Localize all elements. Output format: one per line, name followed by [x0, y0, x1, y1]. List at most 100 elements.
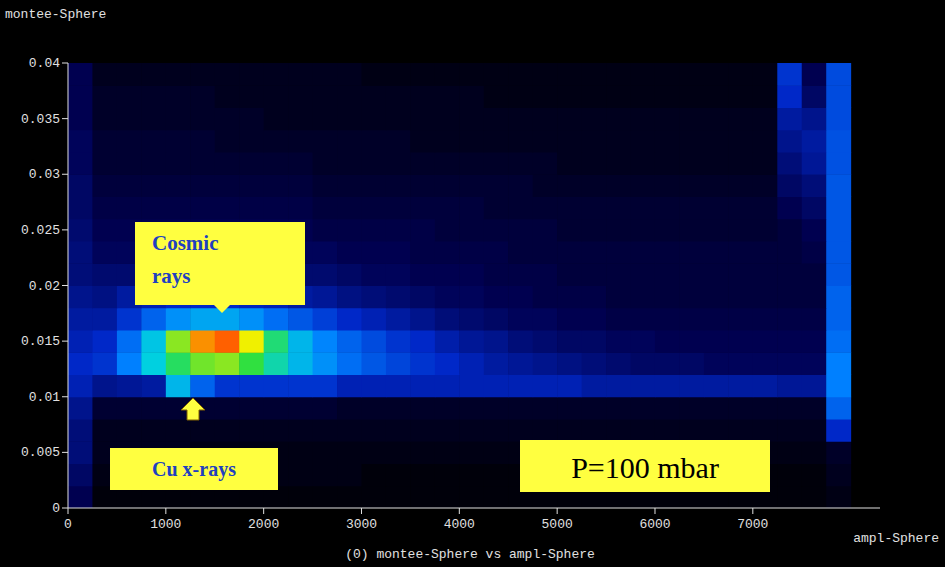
heat-cell [68, 286, 93, 309]
heat-cell [435, 375, 460, 398]
y-tick-label: 0 [52, 501, 60, 516]
heat-cell [215, 375, 240, 398]
heat-cell [215, 397, 240, 420]
heat-cell [361, 263, 386, 286]
heat-cell [533, 152, 558, 175]
heat-cell [826, 108, 851, 131]
heat-cell [386, 419, 411, 442]
heat-cell [557, 308, 582, 331]
heat-cell [361, 419, 386, 442]
heat-cell [141, 85, 166, 108]
heat-cell [264, 308, 289, 331]
heat-cell [631, 174, 656, 197]
heat-cell [68, 174, 93, 197]
heat-cell [313, 219, 338, 242]
heat-cell [679, 308, 704, 331]
heat-cell [557, 419, 582, 442]
heat-cell [655, 174, 680, 197]
heat-cell [777, 419, 802, 442]
y-tick-label: 0.025 [21, 223, 60, 238]
heat-cell [679, 63, 704, 86]
heat-cell [361, 486, 386, 508]
heat-cell [288, 397, 313, 420]
heat-cell [435, 197, 460, 220]
heat-cell [655, 308, 680, 331]
heat-cell [190, 108, 215, 131]
heat-cell [435, 397, 460, 420]
heat-cell [704, 108, 729, 131]
heat-cell [361, 152, 386, 175]
heat-cell [239, 174, 264, 197]
heat-cell [459, 152, 484, 175]
heat-cell [190, 174, 215, 197]
heat-cell [288, 352, 313, 375]
heat-cell [606, 63, 631, 86]
heat-cell [337, 241, 362, 264]
heat-cell [337, 63, 362, 86]
heat-cell [68, 197, 93, 220]
heat-cell [582, 330, 607, 353]
heat-cell [679, 330, 704, 353]
heat-cell [337, 152, 362, 175]
heat-cell [728, 152, 753, 175]
heat-cell [92, 352, 117, 375]
heat-cell [190, 152, 215, 175]
heat-cell [435, 352, 460, 375]
heat-cell [264, 174, 289, 197]
heat-cell [215, 419, 240, 442]
heat-cell [264, 130, 289, 153]
heat-cell [264, 63, 289, 86]
heat-cell [826, 352, 851, 375]
heat-cell [386, 152, 411, 175]
annotation-box [520, 440, 770, 492]
heat-cell [557, 330, 582, 353]
heat-cell [484, 352, 509, 375]
heat-cell [190, 130, 215, 153]
heat-cell [68, 397, 93, 420]
heat-cell [655, 219, 680, 242]
heat-cell [753, 85, 778, 108]
heat-cell [386, 130, 411, 153]
heat-cell [631, 308, 656, 331]
heat-cell [386, 308, 411, 331]
heat-cell [264, 352, 289, 375]
heat-cell [435, 419, 460, 442]
heat-cell [508, 85, 533, 108]
heat-cell [533, 375, 558, 398]
heat-cell [704, 219, 729, 242]
heat-cell [264, 375, 289, 398]
heat-cell [655, 419, 680, 442]
heat-cell [557, 108, 582, 131]
heat-cell [484, 375, 509, 398]
heat-cell [68, 352, 93, 375]
heat-cell [508, 108, 533, 131]
heat-cell [557, 286, 582, 309]
heat-cell [313, 330, 338, 353]
heat-cell [141, 419, 166, 442]
heat-cell [802, 241, 827, 264]
heat-cell [508, 286, 533, 309]
annotation-arrow [181, 398, 205, 420]
heat-cell [435, 441, 460, 464]
heat-cell [215, 152, 240, 175]
heat-cell [582, 197, 607, 220]
heat-cell [826, 85, 851, 108]
heat-cell [826, 241, 851, 264]
heat-cell [166, 108, 191, 131]
heat-cell [777, 263, 802, 286]
heat-cell [802, 152, 827, 175]
heat-cell [68, 130, 93, 153]
heat-cell [361, 63, 386, 86]
heat-cell [826, 263, 851, 286]
heat-cell [386, 63, 411, 86]
heat-cell [288, 130, 313, 153]
heat-cell [313, 241, 338, 264]
heat-cell [826, 197, 851, 220]
y-tick [62, 174, 68, 175]
heat-cell [802, 486, 827, 508]
heat-cell [337, 375, 362, 398]
heat-cell [92, 375, 117, 398]
heat-cell [386, 219, 411, 242]
heat-cell [606, 219, 631, 242]
heat-cell [508, 174, 533, 197]
